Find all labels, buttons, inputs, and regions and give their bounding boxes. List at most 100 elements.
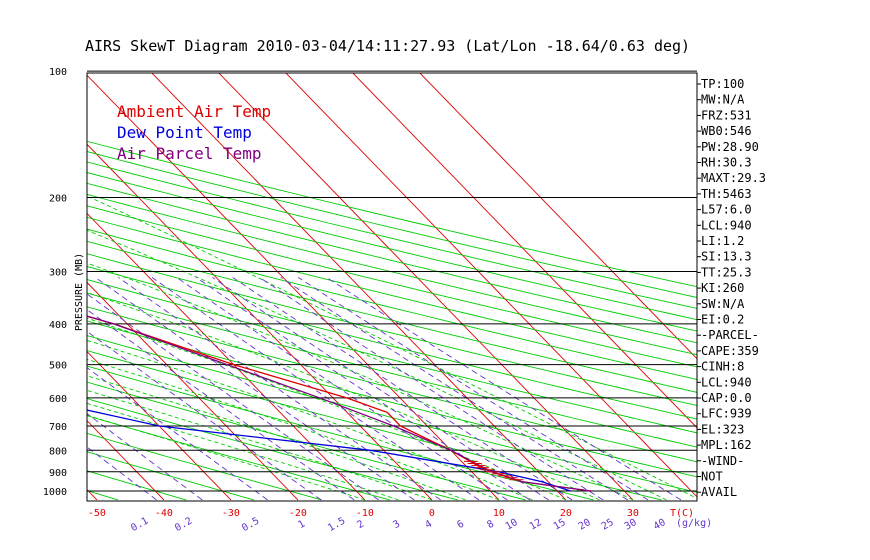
index-label: L57:6.0 bbox=[701, 203, 752, 217]
mixing-ratio-unit-label: (g/kg) bbox=[676, 518, 712, 529]
mixing-ratio-tick-label: 0.2 bbox=[173, 516, 194, 535]
bottom-temp-tick-label: -10 bbox=[356, 508, 374, 519]
mixing-ratio-line bbox=[87, 293, 379, 501]
mixing-ratio-tick-label: 15 bbox=[552, 517, 568, 533]
bottom-temp-tick-label: 30 bbox=[627, 508, 639, 519]
pressure-tick-label: 600 bbox=[49, 394, 67, 405]
mixing-ratio-line bbox=[298, 277, 649, 501]
legend-item: Dew Point Temp bbox=[117, 123, 252, 142]
mixing-ratio-line bbox=[326, 277, 682, 501]
index-label: LCL:940 bbox=[701, 218, 752, 232]
index-label: LI:1.2 bbox=[701, 234, 744, 248]
index-label: TH:5463 bbox=[701, 187, 752, 201]
index-label: SW:N/A bbox=[701, 297, 745, 311]
pressure-tick-label: 400 bbox=[49, 320, 67, 331]
dry-adiabat-line bbox=[87, 335, 697, 493]
index-label: NOT bbox=[701, 470, 723, 484]
dry-adiabat-line bbox=[87, 140, 697, 288]
dry-adiabat-line bbox=[87, 451, 254, 501]
mixing-ratio-tick-label: 0.5 bbox=[240, 516, 261, 535]
dry-adiabat-line bbox=[87, 253, 697, 406]
mixing-ratio-line bbox=[176, 277, 508, 501]
index-label: CAPE:359 bbox=[701, 344, 759, 358]
bottom-temp-tick-label: 10 bbox=[493, 508, 505, 519]
dry-adiabat-line bbox=[87, 381, 526, 501]
index-label: AVAIL bbox=[701, 485, 737, 499]
mixing-ratio-tick-label: 1.5 bbox=[326, 516, 347, 535]
mixing-ratio-tick-label: 3 bbox=[391, 519, 402, 532]
index-label: CAP:0.0 bbox=[701, 391, 752, 405]
bottom-temp-tick-label: -40 bbox=[155, 508, 173, 519]
pressure-tick-label: 1000 bbox=[43, 487, 67, 498]
index-label: CINH:8 bbox=[701, 360, 744, 374]
background-lines bbox=[87, 73, 697, 501]
index-label: EI:0.2 bbox=[701, 313, 744, 327]
moist-adiabat-line bbox=[87, 292, 600, 501]
bottom-temp-tick-label: -50 bbox=[88, 508, 106, 519]
axis-ticks: 1002003004005006007008009001000-120-110-… bbox=[43, 67, 712, 535]
mixing-ratio-line bbox=[232, 277, 573, 501]
index-label: MW:N/A bbox=[701, 93, 745, 107]
dry-adiabat-line bbox=[87, 193, 697, 344]
mixing-ratio-line bbox=[212, 277, 549, 501]
index-label: TT:25.3 bbox=[701, 265, 752, 279]
legend-item: Ambient Air Temp bbox=[117, 102, 271, 121]
index-label: SI:13.3 bbox=[701, 250, 752, 264]
dry-adiabat-line bbox=[87, 266, 697, 420]
dry-adiabat-line bbox=[87, 279, 697, 434]
mixing-ratio-tick-label: 12 bbox=[528, 517, 544, 533]
moist-adiabat-line bbox=[87, 339, 533, 501]
mixing-ratio-tick-label: 10 bbox=[504, 517, 520, 533]
moist-adiabat-line bbox=[87, 389, 433, 501]
chart-title: AIRS SkewT Diagram 2010-03-04/14:11:27.9… bbox=[85, 37, 690, 55]
bottom-temp-tick-label: 0 bbox=[429, 508, 435, 519]
mixing-ratio-tick-label: 20 bbox=[577, 517, 593, 533]
pressure-tick-label: 100 bbox=[49, 67, 67, 78]
moist-adiabat-line bbox=[87, 375, 466, 501]
dry-adiabat-line bbox=[87, 490, 119, 501]
moist-adiabat-line bbox=[87, 229, 667, 501]
moist-adiabat-line bbox=[87, 262, 634, 501]
isotherm-line bbox=[419, 73, 697, 360]
dry-adiabat-line bbox=[87, 161, 697, 309]
plot-frame bbox=[86, 72, 698, 502]
pressure-tick-label: 800 bbox=[49, 446, 67, 457]
mixing-ratio-line bbox=[151, 277, 480, 501]
bottom-temp-tick-label: -20 bbox=[289, 508, 307, 519]
moist-adiabat-line bbox=[90, 197, 697, 499]
y-axis-label: PRESSURE (MB) bbox=[74, 253, 85, 331]
dry-adiabat-line bbox=[87, 350, 662, 501]
index-label: TP:100 bbox=[701, 77, 744, 91]
index-label: -WIND- bbox=[701, 454, 744, 468]
index-label: FRZ:531 bbox=[701, 108, 752, 122]
mixing-ratio-tick-label: 0.1 bbox=[129, 516, 150, 535]
dry-adiabat-line bbox=[87, 292, 697, 448]
dry-adiabat-line bbox=[87, 432, 322, 501]
isotherm-line bbox=[218, 73, 634, 501]
index-label: LCL:940 bbox=[701, 375, 752, 389]
isotherm-line bbox=[87, 419, 165, 501]
isotherm-line bbox=[87, 143, 433, 501]
index-label: PW:28.90 bbox=[701, 140, 759, 154]
index-label: MPL:162 bbox=[701, 438, 752, 452]
legend-item: Air Parcel Temp bbox=[117, 144, 262, 163]
mixing-ratio-tick-label: 8 bbox=[485, 519, 496, 532]
mixing-ratio-tick-label: 1 bbox=[296, 519, 307, 532]
index-label: EL:323 bbox=[701, 422, 744, 436]
pressure-tick-label: 900 bbox=[49, 468, 67, 479]
index-label: MAXT:29.3 bbox=[701, 171, 766, 185]
dry-adiabat-line bbox=[87, 320, 697, 478]
index-label: -PARCEL- bbox=[701, 328, 759, 342]
dry-adiabat-line bbox=[87, 172, 697, 321]
mixing-ratio-tick-label: 4 bbox=[423, 519, 434, 532]
mixing-ratio-tick-label: 25 bbox=[600, 517, 616, 533]
index-label: LFC:939 bbox=[701, 407, 752, 421]
pressure-tick-label: 700 bbox=[49, 422, 67, 433]
dry-adiabat-line bbox=[87, 240, 697, 393]
pressure-tick-label: 200 bbox=[49, 194, 67, 205]
dry-adiabat-line bbox=[87, 365, 594, 501]
dry-adiabat-line bbox=[87, 151, 697, 298]
legend: Ambient Air Temp Dew Point Temp Air Parcel… bbox=[117, 102, 271, 163]
mixing-ratio-line bbox=[95, 277, 415, 501]
